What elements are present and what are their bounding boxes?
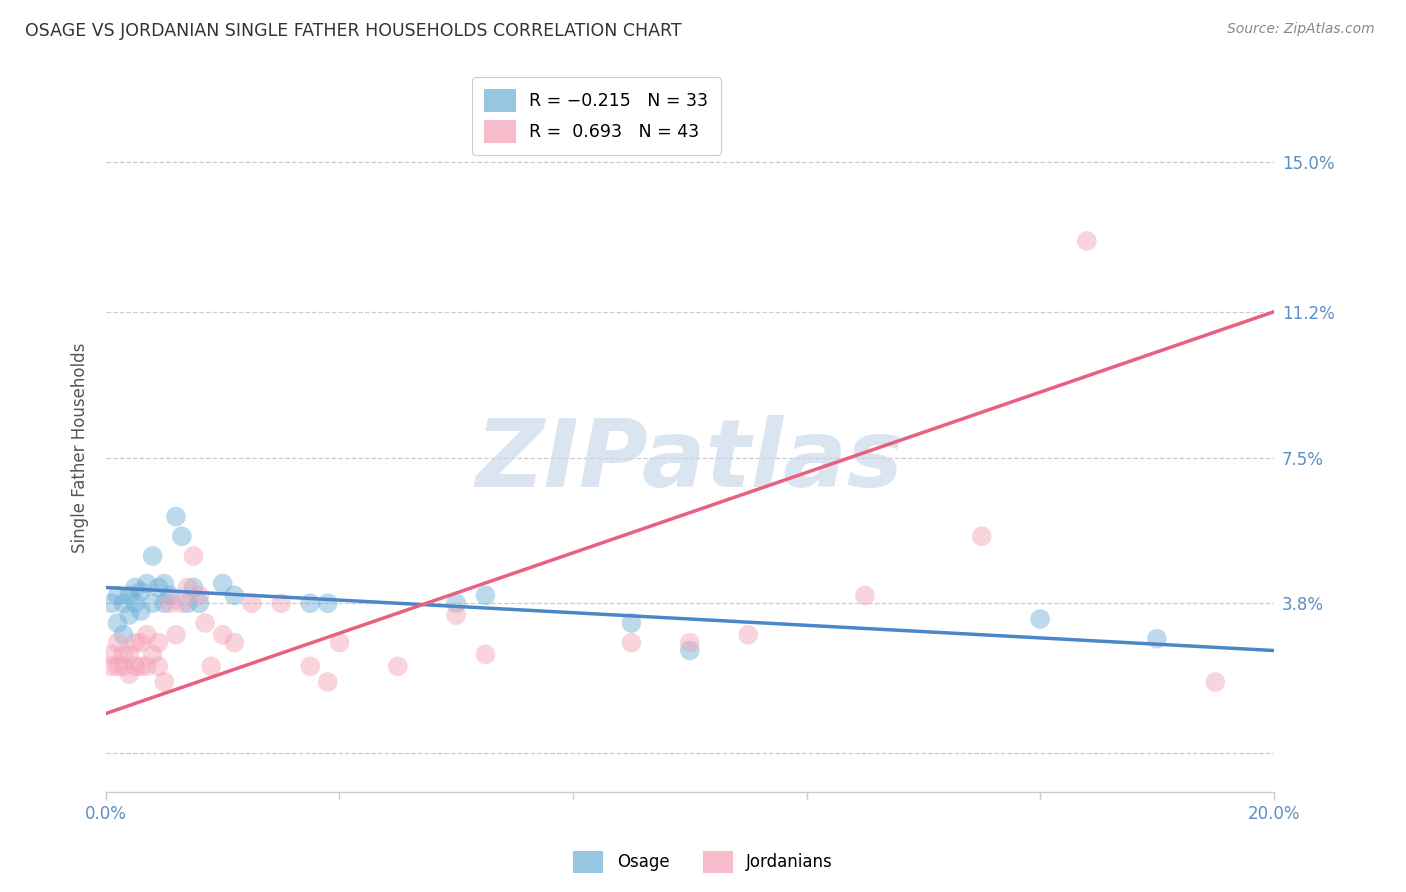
Point bbox=[129, 659, 152, 673]
Point bbox=[211, 576, 233, 591]
Point bbox=[165, 628, 187, 642]
Point bbox=[176, 581, 198, 595]
Point bbox=[679, 635, 702, 649]
Point bbox=[299, 596, 322, 610]
Point bbox=[129, 584, 152, 599]
Point bbox=[188, 588, 211, 602]
Point bbox=[153, 576, 176, 591]
Point bbox=[853, 588, 876, 602]
Point bbox=[135, 659, 157, 673]
Point bbox=[170, 529, 193, 543]
Point bbox=[176, 596, 198, 610]
Point bbox=[170, 596, 193, 610]
Point bbox=[159, 596, 181, 610]
Text: OSAGE VS JORDANIAN SINGLE FATHER HOUSEHOLDS CORRELATION CHART: OSAGE VS JORDANIAN SINGLE FATHER HOUSEHO… bbox=[25, 22, 682, 40]
Legend: Osage, Jordanians: Osage, Jordanians bbox=[567, 845, 839, 880]
Point bbox=[1146, 632, 1168, 646]
Point bbox=[118, 648, 141, 662]
Point bbox=[142, 648, 165, 662]
Point bbox=[474, 648, 496, 662]
Point bbox=[474, 588, 496, 602]
Point bbox=[1076, 234, 1098, 248]
Point bbox=[112, 659, 135, 673]
Point bbox=[100, 659, 122, 673]
Point bbox=[129, 604, 152, 618]
Point bbox=[183, 581, 205, 595]
Point bbox=[270, 596, 292, 610]
Point bbox=[124, 596, 146, 610]
Point bbox=[107, 588, 129, 602]
Point bbox=[107, 659, 129, 673]
Point bbox=[153, 675, 176, 690]
Point bbox=[148, 581, 170, 595]
Point bbox=[316, 675, 339, 690]
Point bbox=[112, 648, 135, 662]
Point bbox=[194, 615, 217, 630]
Point bbox=[118, 588, 141, 602]
Point bbox=[299, 659, 322, 673]
Point bbox=[153, 596, 176, 610]
Legend: R = −0.215   N = 33, R =  0.693   N = 43: R = −0.215 N = 33, R = 0.693 N = 43 bbox=[472, 78, 721, 155]
Point bbox=[148, 659, 170, 673]
Point bbox=[129, 635, 152, 649]
Point bbox=[142, 596, 165, 610]
Point bbox=[387, 659, 409, 673]
Point bbox=[100, 648, 122, 662]
Point bbox=[165, 509, 187, 524]
Point bbox=[118, 608, 141, 623]
Point bbox=[211, 628, 233, 642]
Point bbox=[444, 608, 467, 623]
Y-axis label: Single Father Households: Single Father Households bbox=[72, 343, 89, 553]
Point bbox=[1029, 612, 1052, 626]
Point bbox=[240, 596, 263, 610]
Point bbox=[159, 588, 181, 602]
Point bbox=[224, 635, 246, 649]
Point bbox=[737, 628, 759, 642]
Point bbox=[316, 596, 339, 610]
Point bbox=[183, 549, 205, 563]
Point bbox=[135, 576, 157, 591]
Point bbox=[112, 628, 135, 642]
Point bbox=[679, 643, 702, 657]
Point bbox=[112, 596, 135, 610]
Point bbox=[118, 667, 141, 681]
Point bbox=[200, 659, 222, 673]
Point bbox=[124, 635, 146, 649]
Text: ZIPatlas: ZIPatlas bbox=[475, 416, 904, 508]
Point bbox=[188, 596, 211, 610]
Point bbox=[148, 635, 170, 649]
Point bbox=[124, 581, 146, 595]
Point bbox=[107, 615, 129, 630]
Text: Source: ZipAtlas.com: Source: ZipAtlas.com bbox=[1227, 22, 1375, 37]
Point bbox=[135, 628, 157, 642]
Point bbox=[1204, 675, 1226, 690]
Point bbox=[328, 635, 350, 649]
Point bbox=[124, 659, 146, 673]
Point bbox=[444, 596, 467, 610]
Point bbox=[224, 588, 246, 602]
Point bbox=[620, 615, 643, 630]
Point bbox=[100, 596, 122, 610]
Point bbox=[620, 635, 643, 649]
Point bbox=[142, 549, 165, 563]
Point bbox=[107, 635, 129, 649]
Point bbox=[970, 529, 993, 543]
